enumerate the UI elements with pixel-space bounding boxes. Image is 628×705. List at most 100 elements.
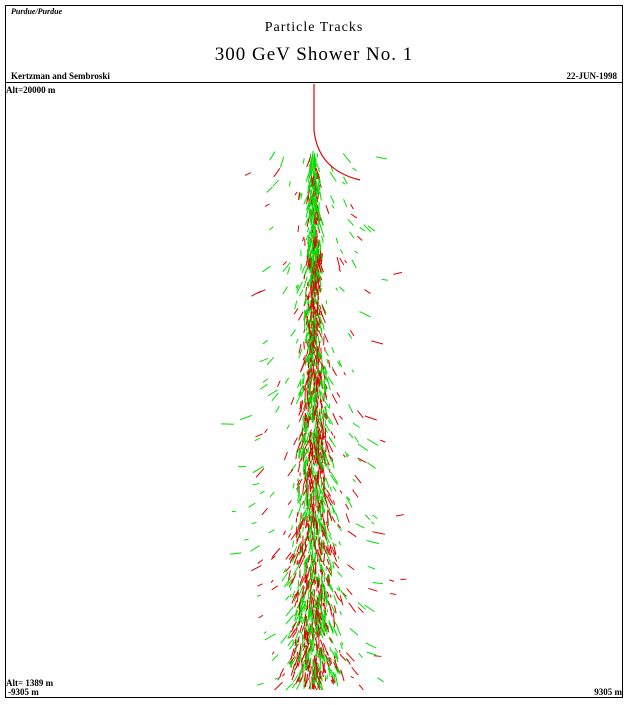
track (300, 650, 307, 663)
track (320, 495, 325, 508)
track (289, 586, 292, 591)
track (310, 260, 314, 273)
track (308, 491, 313, 502)
track (330, 565, 333, 577)
track (348, 602, 357, 613)
track (295, 533, 299, 539)
track (310, 374, 313, 379)
track (338, 359, 343, 368)
track (334, 630, 338, 637)
track (316, 491, 319, 503)
track (315, 625, 318, 632)
track (321, 671, 325, 678)
track (308, 401, 310, 407)
track (307, 664, 310, 672)
track (310, 171, 313, 176)
track (302, 357, 305, 361)
track (331, 546, 337, 556)
track (279, 668, 285, 676)
track (259, 490, 265, 495)
track (281, 571, 289, 582)
track (307, 433, 312, 444)
track (292, 564, 300, 576)
track (301, 577, 305, 584)
track (248, 502, 256, 508)
track (269, 151, 276, 161)
track (299, 575, 304, 586)
track (322, 371, 328, 382)
track (329, 171, 337, 182)
track (343, 176, 348, 185)
track (271, 651, 275, 655)
track (289, 656, 296, 665)
track (320, 310, 324, 318)
track (326, 660, 330, 667)
track (312, 217, 315, 227)
track (304, 564, 307, 572)
track (316, 246, 319, 252)
track (306, 446, 310, 454)
track (295, 643, 299, 648)
track (314, 402, 317, 407)
track (357, 606, 364, 614)
track (395, 514, 404, 517)
track (318, 329, 323, 338)
track (283, 530, 286, 536)
track (309, 482, 312, 490)
track (291, 623, 296, 629)
track (331, 346, 335, 354)
track (271, 547, 281, 558)
track (318, 340, 321, 352)
track (344, 259, 348, 264)
track (301, 378, 304, 385)
track (322, 418, 324, 429)
track (244, 172, 252, 176)
track (330, 503, 335, 514)
track (309, 647, 312, 655)
track (319, 285, 321, 293)
track (321, 409, 324, 419)
track (268, 529, 275, 534)
track (304, 331, 310, 342)
track (350, 213, 358, 219)
track (314, 579, 317, 585)
track (311, 478, 314, 490)
track (313, 684, 318, 691)
track (305, 478, 308, 488)
track (310, 465, 314, 477)
track (254, 437, 261, 442)
track (337, 627, 342, 636)
track (330, 195, 335, 204)
track (327, 601, 332, 611)
track (358, 684, 364, 691)
track (347, 218, 355, 226)
track (315, 576, 318, 583)
track (376, 156, 387, 160)
track (313, 568, 317, 579)
track (333, 621, 339, 629)
track (298, 409, 302, 416)
track (358, 652, 363, 659)
track (306, 523, 309, 528)
track (308, 279, 310, 285)
track (287, 468, 294, 477)
track (366, 651, 377, 656)
track (322, 663, 325, 674)
track (322, 645, 325, 653)
track (319, 276, 323, 281)
track (354, 474, 362, 484)
track (271, 654, 279, 662)
track (305, 573, 309, 579)
track (298, 572, 301, 577)
track (302, 662, 305, 671)
track (359, 311, 371, 318)
track (288, 582, 293, 588)
track (293, 437, 298, 446)
track (290, 648, 295, 660)
track (313, 263, 316, 275)
track (305, 350, 309, 357)
track (324, 675, 327, 680)
track (325, 205, 330, 214)
track (306, 580, 308, 585)
track (307, 369, 309, 375)
